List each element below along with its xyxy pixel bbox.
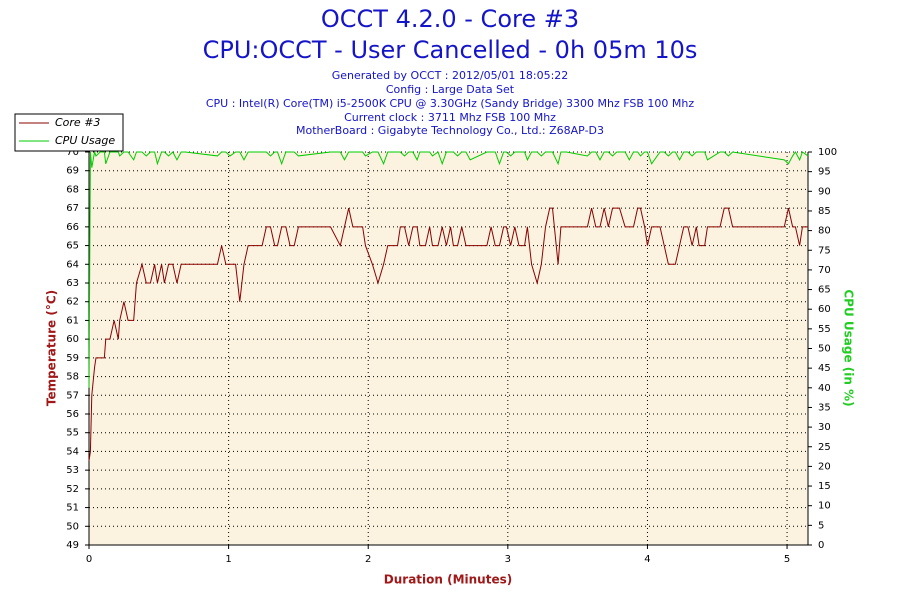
y-tick-label: 63 — [66, 278, 79, 289]
y-tick-label: 62 — [66, 297, 79, 308]
y-axis-title: Temperature (°C) — [45, 290, 59, 406]
y-tick-label: 64 — [66, 259, 79, 270]
y2-tick-label: 10 — [818, 501, 831, 512]
y-tick-label: 53 — [66, 465, 79, 476]
x-axis-title: Duration (Minutes) — [384, 573, 512, 587]
chart-title: CPU:OCCT - User Cancelled - 0h 05m 10s — [203, 36, 698, 64]
x-tick-label: 5 — [784, 554, 790, 565]
y2-tick-label: 65 — [818, 285, 831, 296]
y-tick-label: 50 — [66, 521, 79, 532]
y2-axis-title: CPU Usage (in %) — [842, 289, 856, 406]
y-tick-label: 58 — [66, 372, 79, 383]
subtitle: Current clock : 3711 Mhz FSB 100 Mhz — [344, 111, 556, 124]
y2-tick-label: 25 — [818, 442, 831, 453]
y2-tick-label: 85 — [818, 206, 831, 217]
y-tick-label: 56 — [66, 409, 79, 420]
subtitle: MotherBoard : Gigabyte Technology Co., L… — [296, 124, 604, 137]
y2-tick-label: 70 — [818, 265, 831, 276]
data-line — [88, 207, 808, 461]
legend-label: Core #3 — [55, 116, 100, 129]
y2-tick-label: 40 — [818, 383, 831, 394]
y2-tick-label: 80 — [818, 226, 831, 237]
y-tick-label: 54 — [66, 446, 79, 457]
x-tick-label: 2 — [365, 554, 371, 565]
y2-tick-label: 75 — [818, 245, 831, 256]
y2-tick-label: 100 — [818, 147, 837, 158]
y-tick-label: 67 — [66, 203, 79, 214]
y2-tick-label: 20 — [818, 461, 831, 472]
y-tick-label: 52 — [66, 484, 79, 495]
y-tick-label: 57 — [66, 390, 79, 401]
y2-tick-label: 30 — [818, 422, 831, 433]
y2-tick-label: 5 — [818, 520, 824, 531]
y2-tick-label: 90 — [818, 186, 831, 197]
subtitle: Generated by OCCT : 2012/05/01 18:05:22 — [332, 69, 569, 82]
y2-tick-label: 45 — [818, 363, 831, 374]
x-tick-label: 0 — [86, 554, 92, 565]
y2-tick-label: 95 — [818, 167, 831, 178]
y-tick-label: 70 — [66, 147, 79, 158]
y-tick-label: 68 — [66, 184, 79, 195]
y-tick-label: 66 — [66, 222, 79, 233]
y2-tick-label: 50 — [818, 344, 831, 355]
y-tick-label: 55 — [66, 428, 79, 439]
subtitle: Config : Large Data Set — [386, 83, 515, 96]
y2-tick-label: 0 — [818, 540, 824, 551]
y-tick-label: 61 — [66, 315, 79, 326]
y2-tick-label: 35 — [818, 402, 831, 413]
legend-box — [14, 113, 124, 152]
chart-title: OCCT 4.2.0 - Core #3 — [321, 5, 579, 33]
y-tick-label: 49 — [66, 540, 79, 551]
data-line — [88, 150, 809, 388]
subtitle: CPU : Intel(R) Core(TM) i5-2500K CPU @ 3… — [206, 97, 694, 110]
y2-tick-label: 15 — [818, 481, 831, 492]
legend-label: CPU Usage — [55, 134, 115, 147]
x-tick-label: 3 — [505, 554, 511, 565]
y-tick-label: 69 — [66, 166, 79, 177]
y-tick-label: 65 — [66, 241, 79, 252]
y-tick-label: 60 — [66, 334, 79, 345]
y2-tick-label: 55 — [818, 324, 831, 335]
y-tick-label: 59 — [66, 353, 79, 364]
x-tick-label: 4 — [644, 554, 650, 565]
plot-area — [89, 152, 808, 545]
x-tick-label: 1 — [225, 554, 231, 565]
y2-tick-label: 60 — [818, 304, 831, 315]
y-tick-label: 51 — [66, 503, 79, 514]
